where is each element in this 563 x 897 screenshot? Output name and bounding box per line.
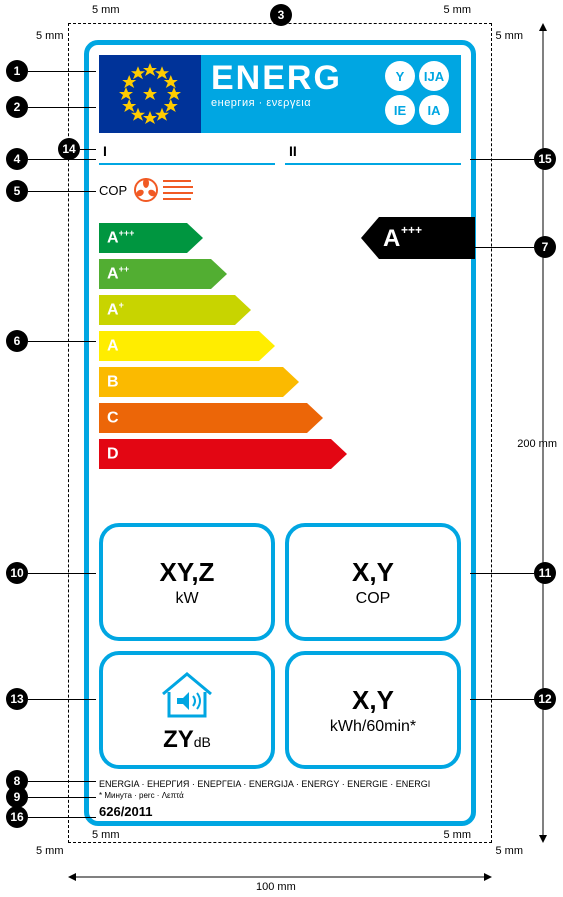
- callout-3: 3: [270, 4, 292, 26]
- callout-line: [470, 247, 534, 248]
- callout-5: 5: [6, 180, 28, 202]
- callout-line: [28, 797, 96, 798]
- rating-arrow: B: [99, 367, 299, 397]
- sound-house-icon: [155, 666, 219, 722]
- callout-line: [28, 781, 96, 782]
- callout-line: [28, 191, 96, 192]
- callout-line: [80, 149, 96, 150]
- lang-circles: Y IJA IE IA: [383, 61, 455, 125]
- callout-14: 14: [58, 138, 80, 160]
- callout-line: [470, 573, 534, 574]
- rating-arrow: A++: [99, 259, 227, 289]
- stage: ENERG енергия · ενεργεια Y IJA IE IA I I…: [0, 0, 563, 897]
- callout-2: 2: [6, 96, 28, 118]
- label-footer: ENERGIA · ЕНЕРГИЯ · ΕΝΕΡΓΕΙΑ · ENERGIJA …: [99, 779, 461, 819]
- rating-arrow: A+: [99, 295, 251, 325]
- rating-arrow-label: B: [107, 372, 119, 391]
- rating-scale: A+++A++A+ABCDA+++: [99, 223, 461, 505]
- id-col-2: II: [285, 143, 461, 165]
- callout-line: [470, 159, 534, 160]
- power-value: XY,Z: [160, 557, 215, 588]
- callout-15: 15: [534, 148, 556, 170]
- sound-value-row: ZYdB: [163, 726, 211, 754]
- dim-width-arrow: [68, 871, 492, 883]
- callout-1: 1: [6, 60, 28, 82]
- rating-arrow-label: A+: [107, 300, 124, 319]
- callout-7: 7: [534, 236, 556, 258]
- svg-text:A: A: [383, 225, 400, 252]
- lang-circle: IE: [385, 95, 415, 125]
- callout-line: [28, 817, 96, 818]
- energy-value: X,Y: [352, 685, 394, 716]
- cop-box: X,Y COP: [285, 523, 461, 641]
- cop-unit: COP: [356, 590, 391, 608]
- callout-line: [28, 107, 96, 108]
- callout-12: 12: [534, 688, 556, 710]
- power-unit: kW: [175, 590, 198, 608]
- sound-unit: dB: [194, 734, 211, 750]
- rating-arrow-label: D: [107, 444, 119, 463]
- lang-circle: IJA: [419, 61, 449, 91]
- callout-line: [28, 573, 96, 574]
- cop-row: COP: [99, 175, 461, 205]
- dim-margin-lt: 5 mm: [36, 30, 64, 42]
- callout-9: 9: [6, 786, 28, 808]
- energy-unit: kWh/60min*: [330, 718, 416, 736]
- dim-margin-tr: 5 mm: [444, 4, 472, 16]
- dim-margin-rt: 5 mm: [496, 30, 524, 42]
- card-inner: ENERG енергия · ενεργεια Y IJA IE IA I I…: [99, 55, 461, 811]
- rating-arrow-label: A+++: [107, 228, 134, 247]
- energy-box: X,Y kWh/60min*: [285, 651, 461, 769]
- lang-circle: Y: [385, 61, 415, 91]
- dim-margin-rb: 5 mm: [496, 845, 524, 857]
- eu-flag-svg: [99, 55, 201, 133]
- dim-margin-br: 5 mm: [444, 829, 472, 841]
- rating-arrow: A+++: [99, 223, 203, 253]
- callout-line: [28, 159, 96, 160]
- callout-6: 6: [6, 330, 28, 352]
- cop-label: COP: [99, 183, 127, 198]
- regulation-number: 626/2011: [99, 804, 461, 819]
- callout-13: 13: [6, 688, 28, 710]
- power-box: XY,Z kW: [99, 523, 275, 641]
- callout-4: 4: [6, 148, 28, 170]
- sound-box: ZYdB: [99, 651, 275, 769]
- rating-arrow-label: A: [107, 336, 119, 355]
- eu-flag: [99, 55, 201, 133]
- asterisk-line: * Минута · perc · Λεπτά: [99, 791, 461, 800]
- callout-10: 10: [6, 562, 28, 584]
- energia-line: ENERGIA · ЕНЕРГИЯ · ΕΝΕΡΓΕΙΑ · ENERGIJA …: [99, 779, 461, 789]
- callout-16: 16: [6, 806, 28, 828]
- callout-line: [28, 341, 96, 342]
- info-grid: XY,Z kW X,Y COP: [99, 523, 461, 769]
- callout-line: [28, 699, 96, 700]
- rating-arrow: A: [99, 331, 275, 361]
- rating-arrow: C: [99, 403, 323, 433]
- lang-circle: IA: [419, 95, 449, 125]
- dim-height-arrow: [537, 23, 549, 843]
- callout-11: 11: [534, 562, 556, 584]
- dim-margin-lb: 5 mm: [36, 845, 64, 857]
- rating-arrow-label: A++: [107, 264, 129, 283]
- header-right: ENERG енергия · ενεργεια Y IJA IE IA: [201, 55, 461, 133]
- energy-label-card: ENERG енергия · ενεργεια Y IJA IE IA I I…: [84, 40, 476, 826]
- dim-margin-bl: 5 mm: [92, 829, 120, 841]
- callout-line: [470, 699, 534, 700]
- fan-heat-icon: [133, 175, 193, 205]
- callout-line: [28, 71, 96, 72]
- label-header: ENERG енергия · ενεργεια Y IJA IE IA: [99, 55, 461, 133]
- rating-arrow-label: C: [107, 408, 119, 427]
- rating-arrow: D: [99, 439, 347, 469]
- sound-value: ZY: [163, 726, 194, 753]
- cop-value: X,Y: [352, 557, 394, 588]
- id-row: I II: [99, 143, 461, 165]
- dim-margin-tl: 5 mm: [92, 4, 120, 16]
- rating-indicator: A+++: [361, 217, 475, 264]
- svg-text:+++: +++: [401, 223, 422, 237]
- id-col-1: I: [99, 143, 275, 165]
